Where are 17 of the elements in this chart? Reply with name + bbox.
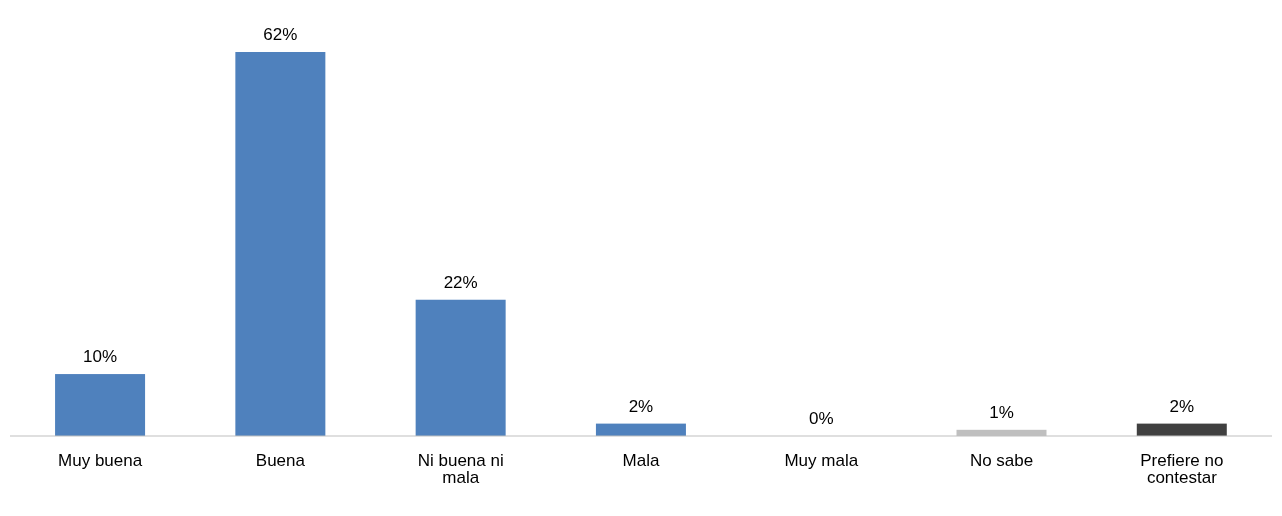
x-tick-label: Prefiere no contestar [1140, 451, 1224, 488]
data-label: 0% [808, 409, 834, 428]
data-label: 62% [263, 25, 298, 44]
bar [415, 299, 506, 436]
x-tick-label: Mala [622, 451, 660, 471]
data-label: 2% [1169, 396, 1195, 416]
x-tick-label: Buena [255, 451, 306, 471]
bar [235, 52, 326, 436]
x-tick-label: Muy mala [784, 451, 859, 471]
x-tick-label: No sabe [969, 451, 1034, 471]
data-label: 22% [443, 272, 478, 292]
x-tick-label: Ni buena ni mala [417, 451, 504, 488]
data-label: 2% [628, 396, 654, 416]
data-label: 1% [989, 402, 1014, 422]
bar [55, 374, 146, 436]
x-tick-label: Muy buena [58, 451, 143, 471]
data-label: 10% [83, 347, 118, 367]
